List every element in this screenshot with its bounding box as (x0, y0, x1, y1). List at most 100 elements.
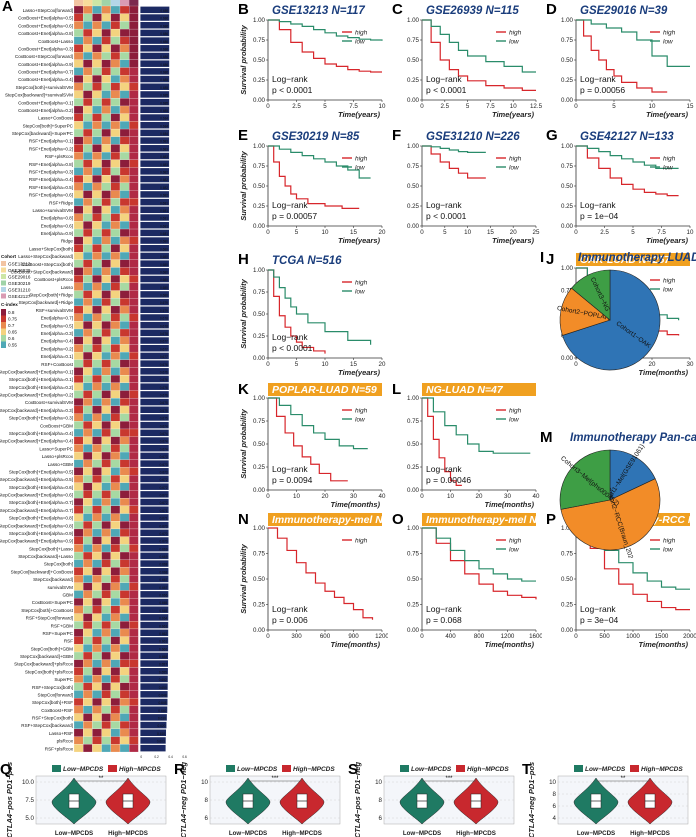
heatmap-row-label: CoxBoost+Enet[alpha=0.4] (18, 77, 73, 82)
mean-cindex-bar (140, 45, 170, 52)
mean-cindex-label: 0.685 (160, 94, 168, 98)
x-category-label: High−MPCDS (282, 830, 322, 837)
heatmap-row-label: survivalSVM (47, 585, 73, 590)
mean-cindex-bar (140, 644, 169, 652)
x-tick-label: 12.5 (530, 103, 542, 110)
heatmap-row-label: StepCox[backward]+Enet[alpha=0.2] (0, 393, 73, 398)
y-tick-label: 1.00 (407, 525, 420, 532)
mean-cindex-bar (140, 721, 167, 729)
logrank-label: Log−rank (426, 200, 462, 210)
heatmap-row-label: Enet[alpha=0.7] (41, 316, 73, 321)
mean-cindex-label: 0.664 (159, 617, 167, 621)
heatmap-row-label: CoxBoost+Enet[alpha=0.5] (18, 16, 73, 21)
logrank-label: Log−rank (272, 74, 308, 84)
logrank-label: Log−rank (426, 604, 462, 614)
mean-cindex-label: 0.674 (160, 440, 168, 444)
mean-cindex-label: 0.679 (160, 309, 168, 313)
y-tick-label: 0.00 (561, 223, 574, 230)
mean-cindex-label: 0.678 (160, 324, 168, 328)
x-category-label: High−MPCDS (108, 830, 148, 837)
km-title: GSE13213 N=117 (272, 5, 365, 17)
heatmap-row-label: CoxBoost+Enet[alpha=0.1] (18, 100, 73, 105)
logrank-p-value: p = 0.0094 (272, 475, 313, 485)
km-title: POPLAR-LUAD N=59 (272, 384, 377, 396)
y-axis-label: CTLA4−pos PD1−neg (353, 761, 362, 837)
heatmap-row-label: RSF+CoxBoost (41, 362, 74, 367)
mean-cindex-bar (140, 475, 169, 483)
x-tick-label: 0 (574, 103, 578, 110)
heatmap-row-label: RSF+Enet[alpha=0.2] (29, 146, 73, 151)
mean-cindex-label: 0.658 (159, 655, 167, 659)
mean-cindex-label: 0.669 (160, 547, 168, 551)
x-tick-label: 30 (504, 493, 511, 500)
mean-cindex-label: 0.683 (160, 163, 168, 167)
mean-cindex-label: 0.672 (160, 478, 168, 482)
legend-label-high: high (663, 30, 676, 37)
y-axis-label: Survival probability (239, 408, 248, 478)
y-tick-label: 1.00 (253, 17, 266, 24)
cindex-legend-swatch (1, 309, 6, 316)
x-axis-label: Time(years) (492, 110, 534, 119)
x-tick-label: 15 (487, 229, 494, 236)
legend-label-high: high (355, 30, 368, 37)
logrank-label: Log−rank (272, 200, 308, 210)
km-curve-high (422, 145, 486, 179)
x-tick-label: 2.5 (440, 103, 449, 110)
heatmap-row-label: Lasso+CoxBoost (38, 116, 74, 121)
significance-stars: *** (445, 776, 453, 782)
mean-cindex-label: 0.610 (157, 732, 165, 736)
km-title: Immunotherapy-mel N=109 (272, 514, 388, 526)
mean-cindex-label: 0.675 (160, 417, 168, 421)
mean-cindex-bar (140, 283, 169, 290)
significance-stars: ** (99, 776, 104, 782)
km-title: Immunotherapy-mel N=152 (426, 514, 542, 526)
heatmap-row-label: RSF+StepCox[both] (32, 685, 73, 690)
mean-cindex-bar (140, 606, 169, 613)
x-tick-label: 5 (323, 103, 327, 110)
cohort-header-cell (120, 0, 130, 6)
mean-cindex-bar (140, 452, 169, 460)
panel-letter: J (546, 251, 554, 268)
km-curve-high (268, 145, 360, 209)
heatmap-row-label: StepCox[both]+Enet[alpha=0.8] (9, 516, 73, 521)
mean-cindex-bar (140, 444, 169, 452)
km-panel-b: B GSE13213 N=117 0.00 0.25 0.50 0.75 1.00 0 2.5 5… (238, 1, 386, 119)
heatmap-row-label: StepCox[both]+CoxBoost (21, 608, 73, 613)
panel-letter: L (392, 381, 401, 398)
pie-slice (609, 449, 656, 501)
mean-cindex-bar (140, 106, 170, 114)
heatmap-row-label: Lasso+survivalSVM (33, 208, 74, 213)
km-curve-high (422, 527, 537, 600)
mean-cindex-label: 0.645 (159, 701, 167, 705)
y-tick-label: 6 (205, 815, 209, 822)
cohort-header-cell (101, 0, 111, 6)
y-tick-label: 0.00 (407, 627, 420, 634)
logrank-label: Log−rank (272, 464, 308, 474)
heatmap-row-label: Enet[alpha=0.1] (41, 354, 73, 359)
x-tick-label: 1200 (375, 633, 388, 640)
mean-cindex-bar (140, 98, 170, 106)
mean-cindex-bar (140, 375, 169, 383)
mean-cindex-bar (140, 306, 169, 314)
y-tick-label: 0.25 (407, 77, 420, 84)
km-curve-high (268, 269, 326, 354)
km-panel-c: C GSE26939 N=115 0.00 0.25 0.50 0.75 1.00 0 2.5 5… (392, 1, 542, 119)
significance-stars: *** (271, 776, 279, 782)
cohort-header-cell (74, 0, 84, 6)
y-tick-label: 1.00 (407, 143, 420, 150)
legend-label-high: high (509, 30, 522, 37)
legend-label-low: low (663, 547, 674, 554)
title-band (268, 513, 382, 526)
heatmap-row-label: RSF+Enet[alpha=0.5] (29, 185, 73, 190)
cohort-legend-swatch (1, 280, 6, 286)
y-tick-label: 0.00 (407, 223, 420, 230)
x-tick-label: 0 (266, 633, 270, 640)
mean-cindex-label: 0.686 (160, 55, 168, 59)
heatmap-row-label: StepCox[both]+Enet[alpha=0.6] (9, 485, 73, 490)
mean-cindex-bar (140, 252, 169, 260)
mean-cindex-label: 0.672 (160, 501, 168, 505)
mean-cindex-bar (140, 529, 169, 537)
km-curve-low (268, 145, 371, 179)
panel-letter-a: A (2, 0, 13, 15)
logrank-p-value: p = 3e−04 (580, 615, 619, 625)
